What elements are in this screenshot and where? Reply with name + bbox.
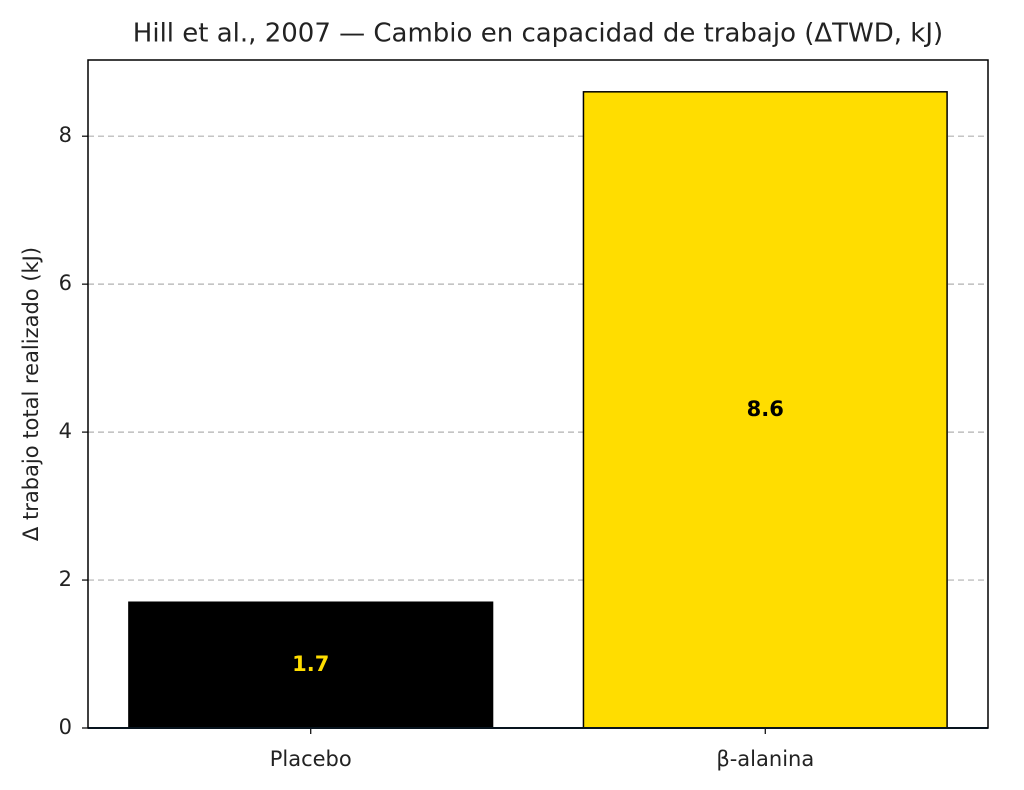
y-tick-label: 2 — [59, 567, 72, 591]
y-tick-label: 6 — [59, 271, 72, 295]
x-tick-label: β-alanina — [716, 747, 814, 771]
y-axis-label: Δ trabajo total realizado (kJ) — [19, 247, 43, 541]
y-tick-label: 8 — [59, 123, 72, 147]
y-tick-label: 0 — [59, 715, 72, 739]
chart-title: Hill et al., 2007 — Cambio en capacidad … — [133, 19, 943, 49]
value-label: 1.7 — [292, 652, 329, 676]
plot-frame — [87, 59, 989, 729]
value-label: 8.6 — [747, 397, 784, 421]
x-tick-label: Placebo — [270, 747, 352, 771]
bar — [128, 601, 494, 729]
y-tick-label: 4 — [59, 419, 72, 443]
bar — [582, 91, 948, 729]
